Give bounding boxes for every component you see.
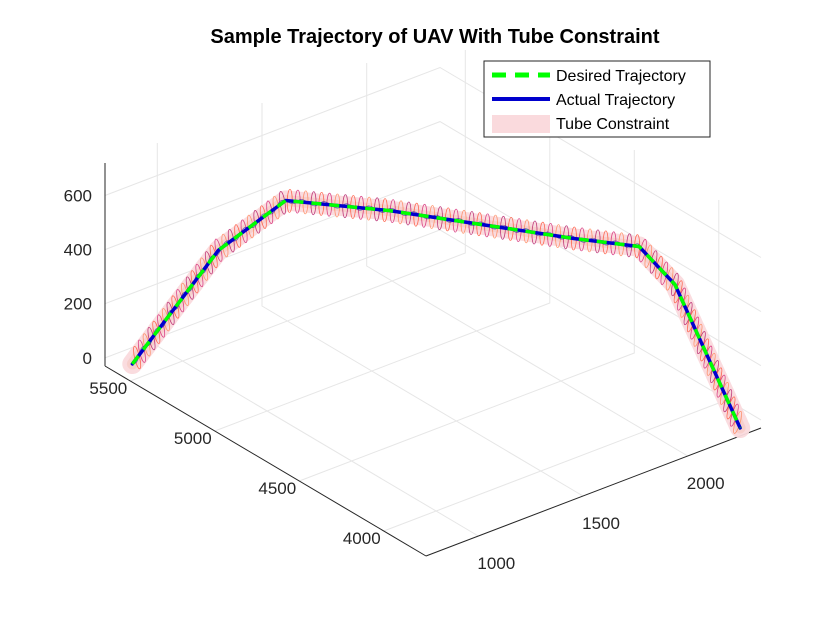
x-tick-label: 2000 [687, 474, 725, 493]
tube-ring [729, 403, 739, 427]
x-tick-label: 1500 [582, 514, 620, 533]
tube-ring [673, 280, 683, 304]
y-tick-label: 5000 [174, 429, 212, 448]
x-axis-line [425, 427, 762, 557]
tick-labels: 1000 1500 2000 4000 4500 5000 5500 0 200 400 600 [64, 186, 725, 573]
tube-ring [733, 410, 743, 434]
tube-ring [710, 360, 719, 384]
y-tick-label: 5500 [89, 379, 127, 398]
tube-ring [716, 374, 726, 398]
chart-title: Sample Trajectory of UAV With Tube Const… [210, 26, 659, 48]
tube-ring [696, 331, 706, 355]
desired-trajectory-line [131, 198, 742, 429]
grid-line-x [366, 63, 688, 457]
z-tick-label: 600 [64, 186, 92, 205]
desired-trajectory-series [131, 198, 742, 429]
tube-ring [683, 302, 693, 326]
y-tick-label: 4000 [343, 529, 381, 548]
tube-ring [703, 345, 713, 369]
legend-swatch-tube [492, 115, 550, 133]
tube-ring [706, 352, 716, 376]
tube-ring [713, 367, 723, 391]
axes [104, 163, 762, 557]
tube-ring [700, 338, 710, 362]
legend-label-desired: Desired Trajectory [556, 68, 686, 85]
grid-line-y [130, 50, 466, 382]
tube-ring [680, 294, 690, 318]
z-tick-label: 400 [64, 241, 92, 260]
grid-line-z [104, 66, 762, 258]
tube-ring [723, 389, 733, 413]
tube-ring [690, 316, 700, 340]
tube-ring [719, 381, 729, 405]
x-tick-label: 1000 [477, 554, 515, 573]
y-tick-label: 4500 [258, 479, 296, 498]
legend-label-actual: Actual Trajectory [556, 92, 675, 109]
z-tick-label: 0 [83, 349, 92, 368]
tube-ring [726, 396, 736, 420]
legend: Desired Trajectory Actual Trajectory Tub… [483, 60, 711, 138]
z-tick-label: 200 [64, 295, 92, 314]
tube-ring [693, 323, 703, 347]
tube-ring [686, 309, 696, 333]
y-axis-line [104, 365, 427, 557]
grid-line-y [214, 100, 551, 432]
legend-label-tube: Tube Constraint [556, 116, 670, 133]
grid-line-y [299, 150, 635, 482]
grid-line-x [261, 103, 584, 497]
tube-ring [677, 287, 686, 311]
